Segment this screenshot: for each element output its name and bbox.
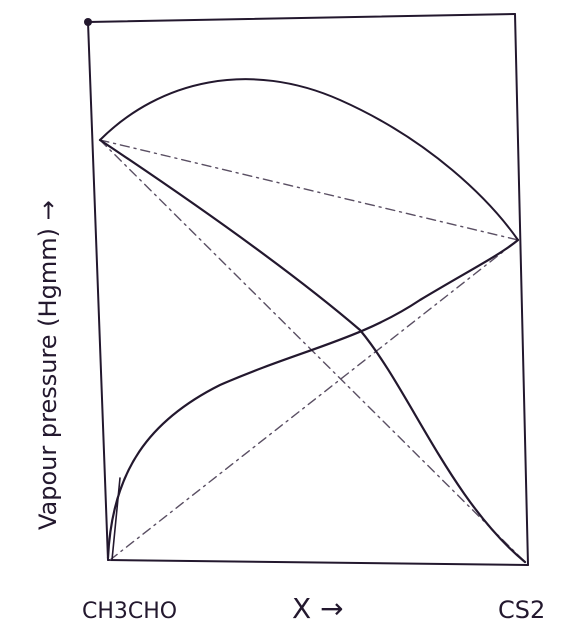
- partial-pressure-cs2-curve: [106, 238, 520, 560]
- y-axis-label: Vapour pressure (Hgmm) →: [34, 200, 62, 530]
- right-component-label: CS2: [498, 596, 545, 624]
- frame-top: [87, 13, 516, 23]
- partial-pressure-ch3cho-curve: [98, 138, 527, 564]
- ideal-partial-pressure-ch3cho-line: [99, 139, 526, 563]
- frame-bottom: [107, 559, 529, 566]
- frame-corner-dot: [84, 18, 92, 26]
- x-axis-label: X →: [292, 592, 344, 625]
- left-component-label: CH3CHO: [82, 599, 177, 624]
- total-pressure-curve: [99, 78, 519, 241]
- frame-right: [514, 13, 529, 566]
- ideal-partial-pressure-cs2-line: [109, 239, 519, 561]
- ideal-total-pressure-line: [99, 139, 519, 241]
- frame-left: [87, 21, 109, 561]
- origin-mark: [111, 477, 121, 561]
